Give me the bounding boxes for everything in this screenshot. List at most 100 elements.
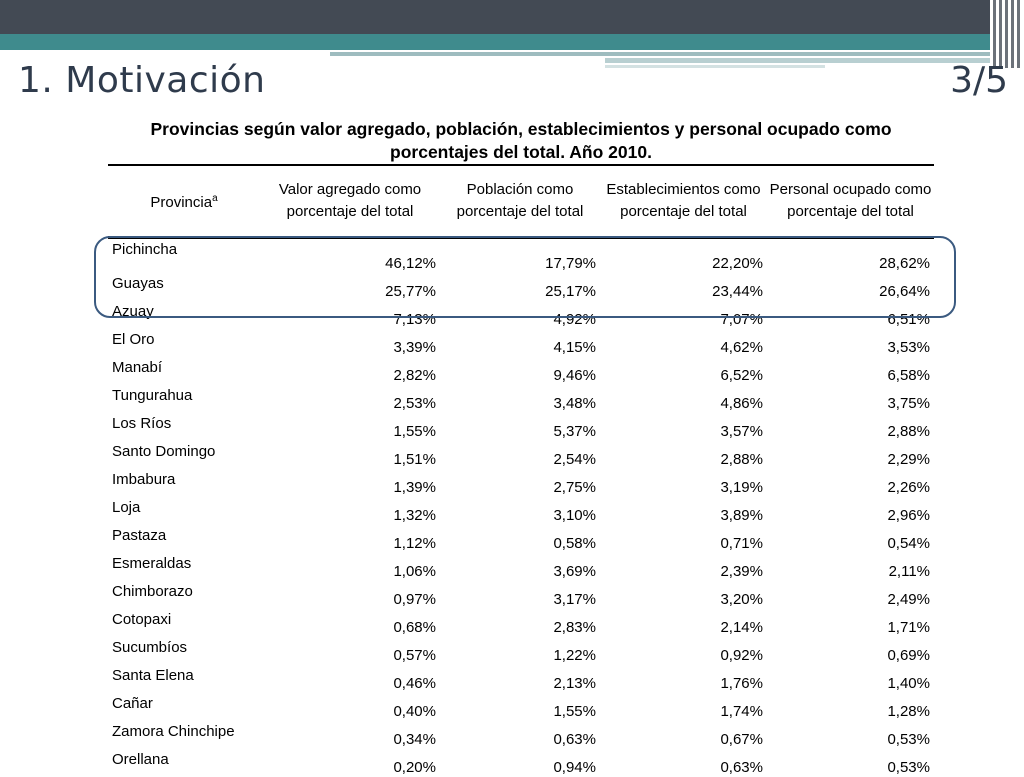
- cell-poblacion: 3,10%: [440, 497, 600, 525]
- cell-poblacion: 2,54%: [440, 441, 600, 469]
- cell-provincia: Esmeraldas: [108, 553, 260, 581]
- cell-establecimientos: 3,20%: [600, 581, 767, 609]
- cell-valor-agregado: 0,57%: [260, 637, 440, 665]
- cell-personal-ocupado: 6,58%: [767, 357, 934, 385]
- cell-establecimientos: 1,76%: [600, 665, 767, 693]
- cell-valor-agregado: 0,40%: [260, 693, 440, 721]
- cell-poblacion: 2,75%: [440, 469, 600, 497]
- cell-poblacion: 0,94%: [440, 749, 600, 777]
- cell-provincia: Cañar: [108, 693, 260, 721]
- cell-personal-ocupado: 2,96%: [767, 497, 934, 525]
- cell-provincia: Los Ríos: [108, 413, 260, 441]
- cell-poblacion: 2,83%: [440, 609, 600, 637]
- cell-valor-agregado: 3,39%: [260, 329, 440, 357]
- cell-establecimientos: 2,14%: [600, 609, 767, 637]
- cell-establecimientos: 6,52%: [600, 357, 767, 385]
- cell-personal-ocupado: 2,11%: [767, 553, 934, 581]
- footnote-marker: a: [212, 193, 218, 204]
- table-caption: Provincias según valor agregado, poblaci…: [108, 118, 934, 164]
- cell-valor-agregado: 1,06%: [260, 553, 440, 581]
- cell-establecimientos: 0,71%: [600, 525, 767, 553]
- header-stripes: [990, 0, 1024, 68]
- cell-poblacion: 1,22%: [440, 637, 600, 665]
- cell-valor-agregado: 2,82%: [260, 357, 440, 385]
- cell-personal-ocupado: 1,71%: [767, 609, 934, 637]
- cell-establecimientos: 4,62%: [600, 329, 767, 357]
- cell-valor-agregado: 0,68%: [260, 609, 440, 637]
- cell-valor-agregado: 1,51%: [260, 441, 440, 469]
- cell-establecimientos: 0,92%: [600, 637, 767, 665]
- header-accent-line: [605, 65, 825, 68]
- cell-personal-ocupado: 2,29%: [767, 441, 934, 469]
- cell-establecimientos: 3,57%: [600, 413, 767, 441]
- cell-provincia: Chimborazo: [108, 581, 260, 609]
- cell-valor-agregado: 1,32%: [260, 497, 440, 525]
- cell-valor-agregado: 0,46%: [260, 665, 440, 693]
- cell-personal-ocupado: 3,53%: [767, 329, 934, 357]
- cell-personal-ocupado: 0,53%: [767, 721, 934, 749]
- cell-provincia: Tungurahua: [108, 385, 260, 413]
- cell-provincia: Zamora Chinchipe: [108, 721, 260, 749]
- cell-personal-ocupado: 0,54%: [767, 525, 934, 553]
- cell-establecimientos: 0,63%: [600, 749, 767, 777]
- cell-valor-agregado: 1,39%: [260, 469, 440, 497]
- cell-provincia: Santo Domingo: [108, 441, 260, 469]
- cell-poblacion: 3,69%: [440, 553, 600, 581]
- cell-personal-ocupado: 3,75%: [767, 385, 934, 413]
- header-accent-line: [330, 52, 990, 56]
- cell-poblacion: 2,13%: [440, 665, 600, 693]
- cell-provincia: Pastaza: [108, 525, 260, 553]
- cell-poblacion: 1,55%: [440, 693, 600, 721]
- cell-establecimientos: 4,86%: [600, 385, 767, 413]
- cell-provincia: Loja: [108, 497, 260, 525]
- cell-valor-agregado: 2,53%: [260, 385, 440, 413]
- cell-personal-ocupado: 1,40%: [767, 665, 934, 693]
- cell-establecimientos: 2,39%: [600, 553, 767, 581]
- slide-title: 1. Motivación: [18, 60, 266, 101]
- cell-provincia: Sucumbíos: [108, 637, 260, 665]
- cell-establecimientos: 2,88%: [600, 441, 767, 469]
- cell-valor-agregado: 0,34%: [260, 721, 440, 749]
- top-three-highlight-outline: [94, 236, 956, 318]
- cell-provincia: Santa Elena: [108, 665, 260, 693]
- cell-establecimientos: 0,67%: [600, 721, 767, 749]
- cell-establecimientos: 3,89%: [600, 497, 767, 525]
- column-header-establecimientos: Establecimientos como porcentaje del tot…: [600, 165, 767, 238]
- cell-poblacion: 0,58%: [440, 525, 600, 553]
- cell-personal-ocupado: 2,49%: [767, 581, 934, 609]
- cell-valor-agregado: 1,12%: [260, 525, 440, 553]
- column-header-personal-ocupado: Personal ocupado como porcentaje del tot…: [767, 165, 934, 238]
- table-header-row: Provinciaa Valor agregado como porcentaj…: [108, 165, 934, 238]
- cell-establecimientos: 1,74%: [600, 693, 767, 721]
- header-accent-line: [605, 58, 990, 63]
- cell-personal-ocupado: 1,28%: [767, 693, 934, 721]
- header-band-teal: [0, 34, 990, 50]
- cell-personal-ocupado: 0,69%: [767, 637, 934, 665]
- cell-valor-agregado: 0,97%: [260, 581, 440, 609]
- cell-personal-ocupado: 0,53%: [767, 749, 934, 777]
- cell-valor-agregado: 1,55%: [260, 413, 440, 441]
- cell-poblacion: 3,17%: [440, 581, 600, 609]
- header-band-dark: [0, 0, 990, 34]
- column-header-provincia: Provinciaa: [108, 165, 260, 238]
- cell-poblacion: 9,46%: [440, 357, 600, 385]
- cell-valor-agregado: 0,20%: [260, 749, 440, 777]
- column-header-poblacion: Población como porcentaje del total: [440, 165, 600, 238]
- cell-personal-ocupado: 2,26%: [767, 469, 934, 497]
